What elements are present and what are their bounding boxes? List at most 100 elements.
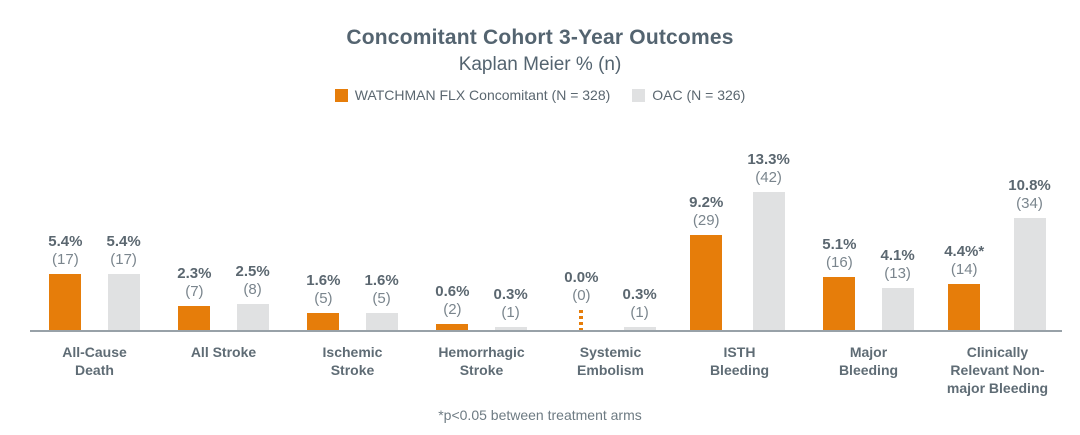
count-label: (29): [692, 212, 720, 230]
count-label: (17): [110, 251, 137, 269]
value-label: 9.2%: [689, 193, 724, 211]
value-label: 0.3%: [622, 285, 657, 303]
bar: [752, 192, 785, 330]
count-label: (16): [826, 254, 853, 272]
bar-group: 5.4% (17) 5.4% (17) All-Cause Death: [30, 180, 159, 398]
bar: [365, 313, 398, 330]
bar-column-oac: 10.8% (34): [1008, 176, 1051, 330]
bar: [1013, 218, 1046, 330]
category-label: Systemic Embolism: [577, 344, 644, 379]
legend-swatch-orange-icon: [334, 88, 348, 102]
value-label: 2.5%: [235, 262, 270, 280]
count-label: (1): [501, 304, 520, 322]
category-label: Hemorrhagic Stroke: [438, 344, 525, 379]
count-label: (14): [950, 261, 978, 279]
bar-column-watchman-flx: 0.0% (0): [564, 268, 599, 330]
category-label: ISTH Bleeding: [709, 344, 770, 379]
bar-pair: 9.2% (29) 13.3% (42): [689, 151, 790, 330]
chart-title: Concomitant Cohort 3-Year Outcomes: [346, 26, 734, 49]
bar-group: 9.2% (29) 13.3% (42) ISTH Bleeding: [675, 151, 804, 398]
value-label: 5.4%: [48, 232, 83, 250]
bar: [436, 324, 469, 330]
value-label: 0.6%: [435, 282, 470, 300]
count-label: (7): [185, 283, 204, 301]
bar: [307, 313, 340, 330]
bar-column-watchman-flx: 0.6% (2): [435, 282, 470, 330]
value-label: 1.6%: [364, 271, 399, 289]
value-label: 2.3%: [177, 264, 212, 282]
value-label: 5.4%: [106, 232, 141, 250]
legend-item-watchman-flx: WATCHMAN FLX Concomitant (N = 328): [334, 87, 611, 103]
bar-pair: 4.4%* (14) 10.8% (34): [944, 176, 1051, 330]
value-label: 5.1%: [822, 235, 857, 253]
bar-group: 0.0% (0) 0.3% (1) Systemic Embolism: [546, 180, 675, 398]
bar-pair: 1.6% (5) 1.6% (5): [306, 180, 399, 330]
count-label: (1): [630, 304, 649, 322]
count-label: (2): [443, 301, 462, 319]
chart-plot-area: 5.4% (17) 5.4% (17) All-Cause Death 2.3% (7) 2.5…: [30, 151, 1062, 398]
bar-pair: 2.3% (7) 2.5% (8): [177, 180, 270, 330]
count-label: (5): [314, 290, 333, 308]
bar-column-oac: 5.4% (17): [106, 232, 141, 330]
bar: [107, 274, 140, 330]
bar: [236, 304, 269, 330]
bar-group: 5.1% (16) 4.1% (13) Major Bleeding: [804, 180, 933, 398]
value-label: 4.1%: [880, 246, 915, 264]
category-label: Clinically Relevant Non-major Bleeding: [946, 344, 1049, 397]
bar-column-oac: 1.6% (5): [364, 271, 399, 330]
bar: [690, 235, 723, 330]
count-label: (42): [755, 169, 782, 187]
x-axis-baseline: [30, 330, 1062, 332]
bar-groups: 5.4% (17) 5.4% (17) All-Cause Death 2.3% (7) 2.5…: [30, 151, 1062, 398]
bar-column-watchman-flx: 5.4% (17): [48, 232, 83, 330]
count-label: (34): [1016, 195, 1043, 213]
bar-pair: 0.0% (0) 0.3% (1): [564, 180, 657, 330]
bar-column-oac: 0.3% (1): [493, 285, 528, 330]
bar-column-oac: 2.5% (8): [235, 262, 270, 330]
bar-column-oac: 13.3% (42): [747, 150, 790, 330]
bar: [823, 277, 856, 330]
legend-label-watchman-flx: WATCHMAN FLX Concomitant (N = 328): [354, 87, 611, 103]
value-label: 0.0%: [564, 268, 599, 286]
chart-subtitle: Kaplan Meier % (n): [458, 54, 622, 75]
chart-legend: WATCHMAN FLX Concomitant (N = 328) OAC (…: [0, 87, 1080, 103]
bar-group: 2.3% (7) 2.5% (8) All Stroke: [159, 180, 288, 398]
count-label: (17): [52, 251, 79, 269]
category-label: Major Bleeding: [838, 344, 899, 379]
bar-group: 0.6% (2) 0.3% (1) Hemorrhagic Stroke: [417, 180, 546, 398]
bar: [881, 288, 914, 330]
value-label: 0.3%: [493, 285, 528, 303]
bar: [494, 327, 527, 330]
bar: [49, 274, 82, 330]
bar-column-watchman-flx: 2.3% (7): [177, 264, 212, 330]
category-label: All-Cause Death: [62, 344, 127, 379]
bar-column-watchman-flx: 5.1% (16): [822, 235, 857, 330]
legend-label-oac: OAC (N = 326): [652, 87, 746, 103]
legend-item-oac: OAC (N = 326): [632, 87, 745, 103]
category-label: All Stroke: [190, 344, 257, 360]
bar-pair: 5.4% (17) 5.4% (17): [48, 180, 141, 330]
bar-pair: 0.6% (2) 0.3% (1): [435, 180, 528, 330]
bar-column-watchman-flx: 4.4%* (14): [944, 243, 984, 330]
value-label: 1.6%: [306, 271, 341, 289]
count-label: (13): [884, 265, 911, 283]
zero-value-dotted-marker: [579, 310, 584, 330]
bar-column-watchman-flx: 9.2% (29): [689, 193, 724, 330]
bar-pair: 5.1% (16) 4.1% (13): [822, 180, 915, 330]
count-label: (5): [372, 290, 391, 308]
value-label: 10.8%: [1008, 176, 1051, 194]
bar: [178, 306, 211, 330]
bar-column-oac: 4.1% (13): [880, 246, 915, 330]
legend-swatch-gray-icon: [632, 88, 646, 102]
bar-column-watchman-flx: 1.6% (5): [306, 271, 341, 330]
value-label: 13.3%: [747, 150, 790, 168]
bar-group: 1.6% (5) 1.6% (5) Ischemic Stroke: [288, 180, 417, 398]
bar: [623, 327, 656, 330]
bar-group: 4.4%* (14) 10.8% (34) Clinically Relevant Non…: [933, 176, 1062, 398]
bar: [948, 284, 981, 330]
bar-column-oac: 0.3% (1): [622, 285, 657, 330]
count-label: (8): [243, 281, 262, 299]
category-label: Ischemic Stroke: [322, 344, 383, 379]
footnote: *p<0.05 between treatment arms: [438, 406, 642, 423]
